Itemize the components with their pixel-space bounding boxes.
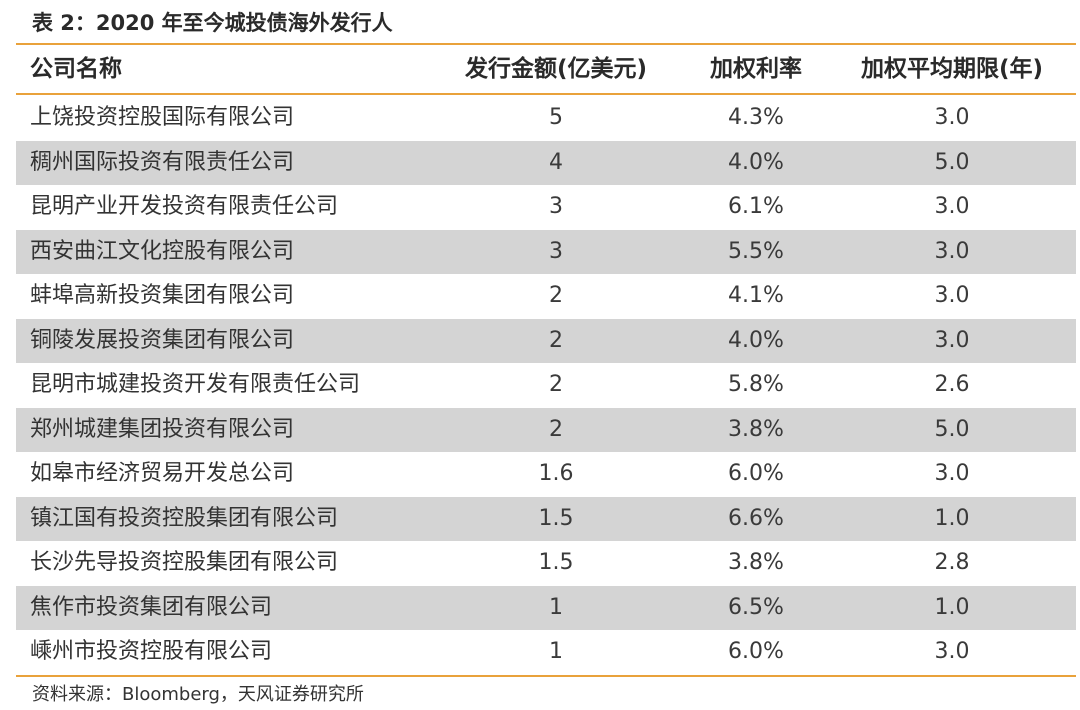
- issue-amount-cell: 3: [549, 238, 563, 264]
- table-row: 嵊州市投资控股有限公司 1 6.0% 3.0: [16, 630, 1076, 675]
- company-name-cell: 长沙先导投资控股集团有限公司: [30, 550, 339, 575]
- issue-amount-cell: 1: [549, 594, 563, 620]
- table-body: 上饶投资控股国际有限公司 5 4.3% 3.0 稠州国际投资有限责任公司 4 4…: [16, 96, 1076, 675]
- company-name-cell: 铜陵发展投资集团有限公司: [30, 327, 295, 353]
- issue-amount-cell: 1.5: [538, 550, 574, 575]
- weighted-term-cell: 2.8: [934, 550, 970, 575]
- weighted-rate-cell: 4.0%: [728, 149, 784, 175]
- header-bottom-rule: [16, 93, 1076, 95]
- table-row: 昆明产业开发投资有限责任公司 3 6.1% 3.0: [16, 185, 1076, 230]
- weighted-term-cell: 1.0: [934, 505, 970, 531]
- table-header-row: 公司名称 发行金额(亿美元) 加权利率 加权平均期限(年): [16, 46, 1076, 92]
- table-row: 如皋市经济贸易开发总公司 1.6 6.0% 3.0: [16, 452, 1076, 497]
- issue-amount-cell: 2: [549, 327, 563, 353]
- weighted-term-cell: 3.0: [934, 283, 970, 308]
- table-row: 昆明市城建投资开发有限责任公司 2 5.8% 2.6: [16, 363, 1076, 408]
- table-row: 西安曲江文化控股有限公司 3 5.5% 3.0: [16, 229, 1076, 274]
- table-row: 焦作市投资集团有限公司 1 6.5% 1.0: [16, 585, 1076, 630]
- table-row: 郑州城建集团投资有限公司 2 3.8% 5.0: [16, 407, 1076, 452]
- weighted-rate-cell: 5.8%: [728, 372, 784, 397]
- weighted-term-cell: 5.0: [934, 416, 970, 442]
- table-row: 蚌埠高新投资集团有限公司 2 4.1% 3.0: [16, 274, 1076, 319]
- issue-amount-cell: 3: [549, 194, 563, 219]
- weighted-rate-cell: 6.0%: [728, 461, 784, 486]
- weighted-rate-cell: 5.5%: [728, 238, 784, 264]
- weighted-rate-cell: 3.8%: [728, 416, 784, 442]
- weighted-rate-cell: 4.0%: [728, 327, 784, 353]
- table-row: 稠州国际投资有限责任公司 4 4.0% 5.0: [16, 140, 1076, 185]
- weighted-rate-cell: 6.5%: [728, 594, 784, 620]
- issue-amount-cell: 1.5: [538, 505, 574, 531]
- weighted-term-cell: 3.0: [934, 639, 970, 664]
- company-name-cell: 镇江国有投资控股集团有限公司: [30, 505, 339, 531]
- company-name-cell: 嵊州市投资控股有限公司: [30, 639, 273, 664]
- source-note: 资料来源：Bloomberg，天风证券研究所: [32, 684, 364, 705]
- table-row: 铜陵发展投资集团有限公司 2 4.0% 3.0: [16, 318, 1076, 363]
- issue-amount-cell: 2: [549, 416, 563, 442]
- table-row: 上饶投资控股国际有限公司 5 4.3% 3.0: [16, 96, 1076, 141]
- header-weighted-term: 加权平均期限(年): [860, 56, 1044, 82]
- issue-amount-cell: 2: [549, 372, 563, 397]
- weighted-term-cell: 3.0: [934, 327, 970, 353]
- table-row: 镇江国有投资控股集团有限公司 1.5 6.6% 1.0: [16, 496, 1076, 541]
- header-top-rule: [16, 43, 1076, 45]
- company-name-cell: 如皋市经济贸易开发总公司: [30, 461, 295, 486]
- company-name-cell: 蚌埠高新投资集团有限公司: [30, 283, 295, 308]
- weighted-rate-cell: 4.3%: [728, 105, 784, 130]
- issue-amount-cell: 2: [549, 283, 563, 308]
- weighted-rate-cell: 6.6%: [728, 505, 784, 531]
- weighted-term-cell: 3.0: [934, 461, 970, 486]
- company-name-cell: 稠州国际投资有限责任公司: [30, 149, 295, 175]
- company-name-cell: 郑州城建集团投资有限公司: [30, 416, 295, 442]
- issue-amount-cell: 1: [549, 639, 563, 664]
- header-issue-amount: 发行金额(亿美元): [464, 56, 648, 82]
- issue-amount-cell: 1.6: [538, 461, 574, 486]
- weighted-term-cell: 3.0: [934, 194, 970, 219]
- company-name-cell: 上饶投资控股国际有限公司: [30, 105, 295, 130]
- company-name-cell: 昆明产业开发投资有限责任公司: [30, 194, 339, 219]
- weighted-term-cell: 3.0: [934, 105, 970, 130]
- weighted-rate-cell: 6.1%: [728, 194, 784, 219]
- table-row: 长沙先导投资控股集团有限公司 1.5 3.8% 2.8: [16, 541, 1076, 586]
- company-name-cell: 焦作市投资集团有限公司: [30, 594, 273, 620]
- weighted-rate-cell: 6.0%: [728, 639, 784, 664]
- table-title: 表 2：2020 年至今城投债海外发行人: [32, 11, 393, 35]
- weighted-term-cell: 3.0: [934, 238, 970, 264]
- header-company-name: 公司名称: [30, 56, 122, 82]
- issue-amount-cell: 5: [549, 105, 563, 130]
- table-bottom-rule: [16, 675, 1076, 677]
- company-name-cell: 西安曲江文化控股有限公司: [30, 238, 295, 264]
- company-name-cell: 昆明市城建投资开发有限责任公司: [30, 372, 361, 397]
- weighted-rate-cell: 3.8%: [728, 550, 784, 575]
- issue-amount-cell: 4: [549, 149, 563, 175]
- weighted-term-cell: 5.0: [934, 149, 970, 175]
- weighted-term-cell: 1.0: [934, 594, 970, 620]
- weighted-rate-cell: 4.1%: [728, 283, 784, 308]
- header-weighted-rate: 加权利率: [710, 56, 802, 82]
- weighted-term-cell: 2.6: [934, 372, 970, 397]
